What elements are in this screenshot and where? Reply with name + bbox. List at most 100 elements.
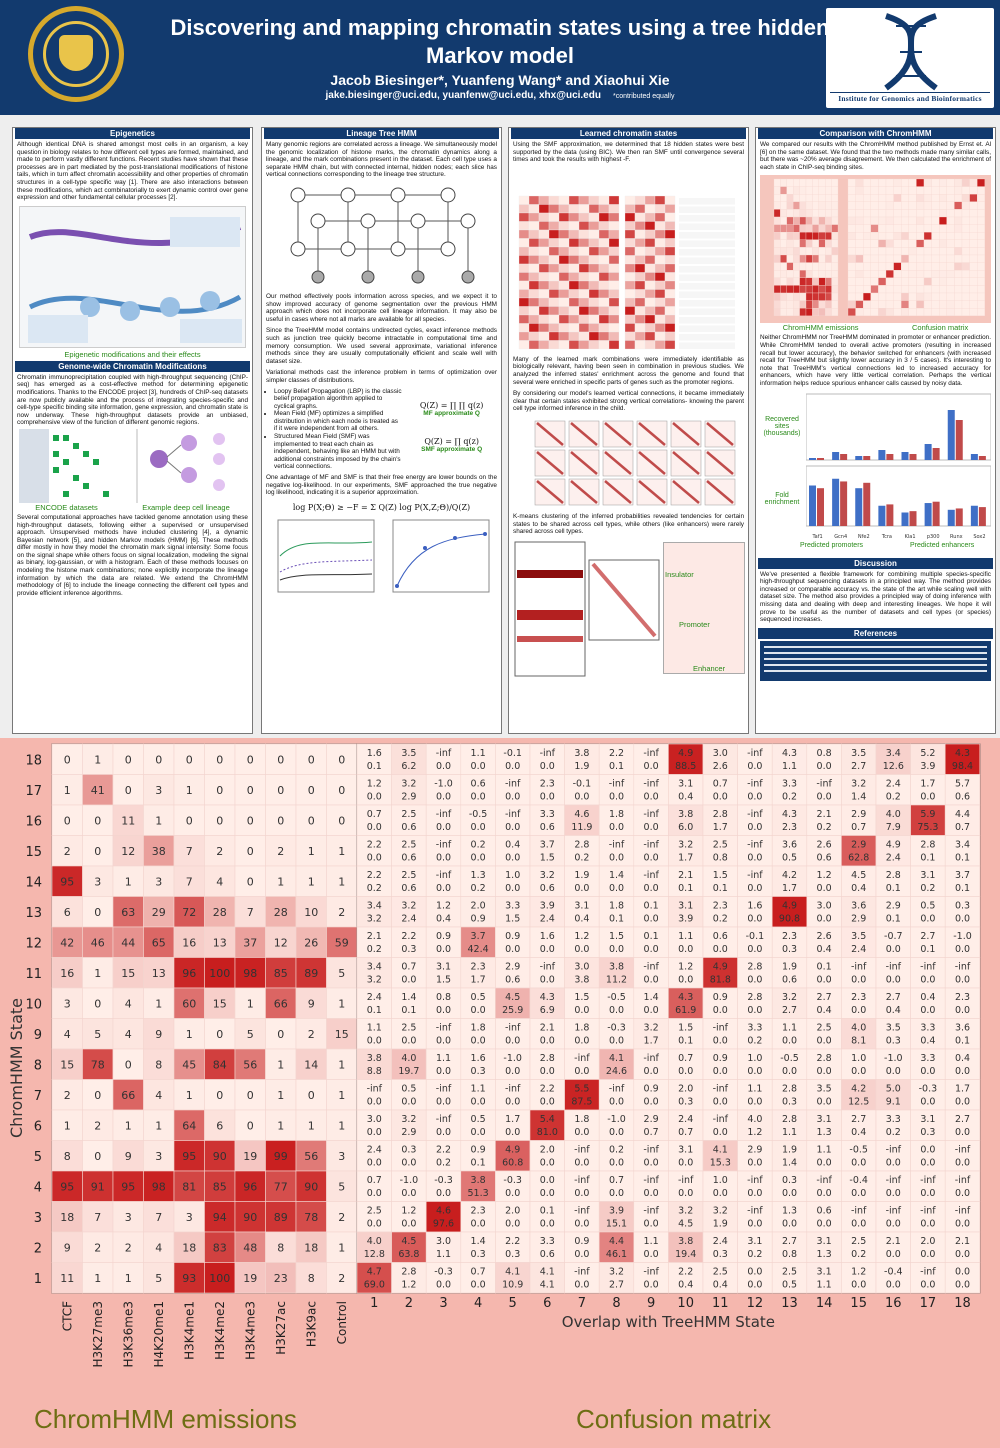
- emission-value: 26: [304, 936, 318, 949]
- confusion-log-odds: -inf: [955, 1145, 971, 1156]
- confusion-percent: 0.0: [886, 1158, 901, 1169]
- confusion-percent: 0.8: [713, 853, 728, 864]
- emission-cell: [548, 263, 560, 273]
- emission-value: 0: [186, 814, 193, 827]
- confusion-cell: [702, 1262, 738, 1294]
- thumb-confusion-cell: [870, 278, 879, 286]
- confusion-cell: [529, 957, 565, 989]
- thumb-confusion-cell: [908, 247, 917, 256]
- confusion-log-odds: 5.9: [920, 809, 935, 820]
- confusion-log-odds: 0.1: [644, 901, 659, 912]
- emission-cell: [538, 289, 550, 298]
- confusion-cell: [841, 896, 877, 928]
- emission-cell: [608, 246, 620, 256]
- emission-cell: [538, 297, 550, 307]
- confusion-log-odds: 0.9: [436, 931, 451, 942]
- confusion-cell: [841, 1170, 877, 1202]
- enrichment-cell: [624, 331, 636, 341]
- y-axis-label: ChromHMM State: [7, 998, 26, 1138]
- emission-value: 8: [277, 1241, 284, 1254]
- state-label-placeholder: [679, 197, 735, 205]
- confusion-log-odds: 4.5: [401, 1236, 416, 1247]
- confusion-percent: 0.0: [540, 1219, 555, 1230]
- confusion-percent: 3.2: [367, 914, 382, 925]
- confusion-percent: 0.0: [574, 1036, 589, 1047]
- confusion-cell: [529, 987, 565, 1019]
- confusion-column-label: 12: [747, 1296, 764, 1311]
- confusion-percent: 0.6: [817, 853, 832, 864]
- confusion-log-odds: 1.0: [747, 1053, 762, 1064]
- confusion-cell: [668, 774, 704, 806]
- confusion-percent: 88.5: [675, 761, 696, 772]
- confusion-cell: [598, 896, 635, 928]
- emission-cell: [518, 204, 530, 213]
- confusion-percent: 6.2: [401, 761, 416, 772]
- emission-value: 8: [64, 1150, 71, 1163]
- thumb-confusion-cell: [893, 224, 902, 233]
- confusion-log-odds: 3.3: [540, 1236, 555, 1247]
- confusion-cell: [702, 1079, 738, 1111]
- confusion-percent: 0.0: [747, 1219, 762, 1230]
- label-recovered-sites: Recovered sites (thousands): [763, 415, 801, 437]
- section-title-learned-states: Learned chromatin states: [511, 128, 746, 139]
- thumb-confusion-cell: [923, 293, 932, 302]
- confusion-log-odds: -inf: [886, 1145, 902, 1156]
- confusion-cell: [598, 987, 635, 1019]
- thumb-emission-cell: [786, 300, 794, 309]
- enrichment-cell: [664, 255, 676, 264]
- emission-value: 5: [247, 1028, 254, 1041]
- confusion-log-odds: 3.6: [851, 901, 866, 912]
- thumb-confusion-cell: [893, 217, 902, 226]
- thumb-confusion-cell: [847, 179, 856, 188]
- thumb-confusion-cell: [969, 186, 978, 195]
- confusion-log-odds: -inf: [955, 1206, 971, 1217]
- thumb-confusion-cell: [939, 278, 947, 286]
- confusion-percent: 0.0: [713, 1127, 728, 1138]
- thumb-emission-cell: [825, 255, 832, 264]
- confusion-log-odds: 5.4: [540, 1114, 555, 1125]
- confusion-log-odds: 3.3: [505, 901, 520, 912]
- enrichment-cell: [624, 212, 636, 222]
- confusion-cell: [633, 865, 669, 897]
- column-label-h3k9ac: H3K9ac: [304, 1301, 318, 1347]
- enrichment-cell: [644, 238, 656, 247]
- confusion-cell: [737, 896, 773, 928]
- thumb-emission-cell: [831, 232, 839, 241]
- confusion-cell: [668, 957, 704, 989]
- confusion-cell: [564, 1201, 600, 1233]
- confusion-percent: 0.0: [540, 1158, 555, 1169]
- emission-cell: [265, 743, 297, 775]
- thumb-confusion-cell: [939, 262, 947, 271]
- emission-cell: [578, 195, 590, 205]
- emission-value: 65: [152, 936, 166, 949]
- confusion-log-odds: -inf: [851, 962, 867, 973]
- thumb-confusion-cell: [863, 285, 871, 294]
- emission-value: 7: [155, 1211, 162, 1224]
- confusion-cell: [771, 1109, 808, 1141]
- confusion-log-odds: 2.2: [540, 1084, 555, 1095]
- confusion-log-odds: -0.1: [746, 931, 765, 942]
- emission-cell: [326, 1262, 358, 1294]
- thumb-emission-cell: [786, 262, 794, 271]
- confusion-cell: [495, 1231, 531, 1263]
- enrichment-cell: [644, 255, 656, 264]
- thumb-emission-cell: [786, 224, 794, 233]
- confusion-cell: [841, 1140, 877, 1172]
- confusion-percent: 1.7: [713, 822, 728, 833]
- thumb-confusion-cell: [908, 209, 917, 218]
- thumb-confusion-cell: [939, 217, 947, 226]
- confusion-log-odds: -inf: [643, 809, 659, 820]
- confusion-cell: [875, 1079, 911, 1111]
- kmeans-zoom-panel: [663, 541, 745, 674]
- emission-value: 13: [213, 936, 227, 949]
- enrichment-cell: [634, 246, 646, 256]
- connection-diagonal: [536, 479, 564, 504]
- emission-cell: [112, 1140, 144, 1172]
- confusion-cell: [425, 926, 462, 958]
- confusion-percent: 0.0: [436, 822, 451, 833]
- thumb-emission-cell: [780, 179, 787, 188]
- confusion-cell: [771, 1231, 808, 1263]
- thumb-confusion-cell: [885, 232, 894, 241]
- row-label-4: 4: [34, 1180, 42, 1195]
- vertical-connection-grid: [534, 420, 736, 506]
